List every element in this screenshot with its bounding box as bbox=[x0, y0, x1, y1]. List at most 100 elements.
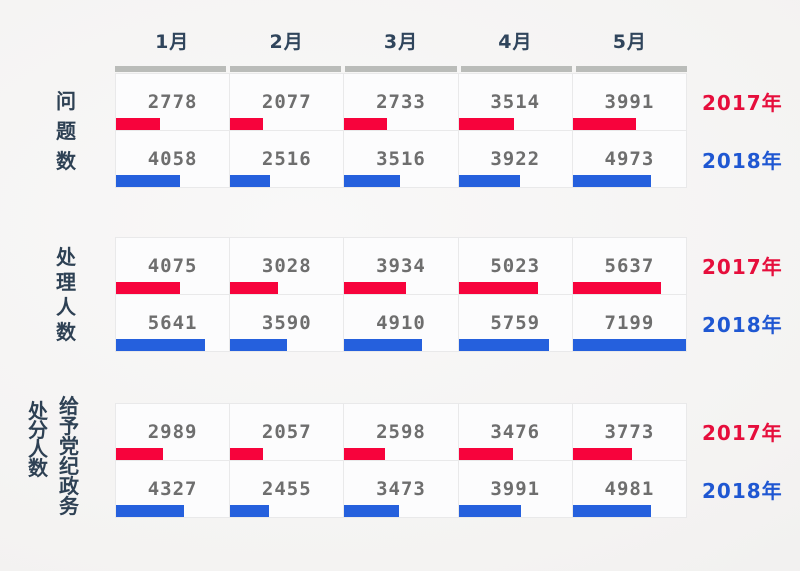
stat-value: 3473 bbox=[376, 478, 426, 500]
stat-value: 5023 bbox=[490, 255, 541, 277]
stat-value: 4973 bbox=[604, 148, 655, 170]
group-sublabel-char: 务 bbox=[59, 494, 79, 518]
stat-cell: 3514 bbox=[458, 74, 572, 130]
stat-cell: 3476 bbox=[458, 404, 572, 460]
table-top-rule bbox=[115, 66, 688, 72]
group-label-char: 人 bbox=[56, 294, 76, 319]
stat-cell: 3516 bbox=[344, 131, 458, 187]
rule-segment bbox=[460, 66, 572, 72]
bar-2017 bbox=[572, 118, 636, 130]
stat-value: 4910 bbox=[376, 312, 426, 334]
stat-cell: 3991 bbox=[458, 461, 572, 517]
stat-value: 2733 bbox=[376, 91, 426, 113]
stat-value: 4981 bbox=[604, 478, 655, 500]
bar-2018 bbox=[116, 339, 205, 351]
group-label-problem-count: 问题数 bbox=[50, 73, 82, 188]
stat-value: 4058 bbox=[147, 148, 198, 170]
bar-2018 bbox=[458, 175, 521, 187]
stat-cell: 2455 bbox=[230, 461, 344, 517]
group-sublabel-char: 政 bbox=[59, 474, 79, 498]
bar-2017 bbox=[230, 282, 278, 294]
stat-cell: 4973 bbox=[572, 131, 686, 187]
stat-value: 3516 bbox=[376, 148, 426, 170]
stat-cell: 3773 bbox=[572, 404, 686, 460]
month-label: 4月 bbox=[498, 31, 533, 53]
bar-2018 bbox=[344, 175, 400, 187]
stat-cell: 2989 bbox=[116, 404, 230, 460]
group-label-punished-people-count: 处分人数 bbox=[22, 401, 54, 480]
legend-2018: 2018年 bbox=[702, 479, 783, 503]
stat-value: 2598 bbox=[376, 421, 426, 443]
stat-cell: 4075 bbox=[116, 238, 230, 294]
stat-cell: 3922 bbox=[458, 131, 572, 187]
bar-2017 bbox=[230, 448, 263, 460]
group-handled-people-count: 处理人数 4075 3028 3934 5023 5637 5641 3590 4910 575… bbox=[56, 237, 782, 352]
stat-value: 3773 bbox=[604, 421, 655, 443]
rule-segment bbox=[575, 66, 688, 72]
bar-2017 bbox=[572, 448, 633, 460]
group-problem-count: 问题数 2778 2077 2733 3514 3991 4058 2516 3516 3922… bbox=[56, 73, 782, 188]
group-label-char: 数 bbox=[56, 148, 76, 173]
bar-2018 bbox=[116, 505, 185, 517]
stat-cell: 3934 bbox=[344, 238, 458, 294]
stat-value: 5637 bbox=[604, 255, 655, 277]
stat-cell: 4058 bbox=[116, 131, 230, 187]
stat-cell: 5759 bbox=[458, 295, 572, 351]
bar-2017 bbox=[344, 282, 407, 294]
bar-2018 bbox=[572, 339, 686, 351]
bar-2018 bbox=[230, 505, 269, 517]
stat-cell: 3991 bbox=[572, 74, 686, 130]
month-header-row: 1月 2月 3月 4月 5月 bbox=[115, 27, 687, 54]
legend-2018: 2018年 bbox=[702, 149, 783, 173]
group-label-char: 数 bbox=[28, 456, 48, 480]
bar-2017 bbox=[230, 118, 263, 130]
stat-value: 5759 bbox=[490, 312, 541, 334]
rule-segment bbox=[230, 66, 342, 72]
month-label: 1月 bbox=[155, 31, 190, 53]
stat-cell: 7199 bbox=[572, 295, 686, 351]
legend-2017: 2017年 bbox=[702, 91, 783, 115]
stat-value: 4327 bbox=[147, 478, 198, 500]
data-grid-handled-people-count: 4075 3028 3934 5023 5637 5641 3590 4910 5759 7199 bbox=[115, 237, 687, 352]
bar-2017 bbox=[344, 448, 386, 460]
stat-value: 2778 bbox=[147, 91, 198, 113]
group-sublabel-party-discipline: 给予党纪政务 bbox=[53, 396, 85, 516]
group-sublabel-char: 给 bbox=[59, 394, 79, 418]
bar-2018 bbox=[230, 175, 270, 187]
stat-cell: 5641 bbox=[116, 295, 230, 351]
data-grid-problem-count: 2778 2077 2733 3514 3991 4058 2516 3516 3922 4973 bbox=[115, 73, 687, 188]
stat-cell: 2077 bbox=[230, 74, 344, 130]
bar-2018 bbox=[344, 339, 422, 351]
bar-2018 bbox=[344, 505, 399, 517]
rule-segment bbox=[345, 66, 457, 72]
stat-value: 2077 bbox=[261, 91, 312, 113]
bar-2018 bbox=[458, 339, 550, 351]
group-label-char: 题 bbox=[56, 118, 76, 143]
bar-2018 bbox=[572, 175, 651, 187]
group-label-char: 分 bbox=[28, 418, 48, 442]
group-label-char: 数 bbox=[56, 319, 76, 344]
group-punished-people-count: 处分人数 给予党纪政务 2989 2057 2598 3476 3773 4327 2455… bbox=[28, 396, 782, 518]
stat-cell: 2598 bbox=[344, 404, 458, 460]
month-label: 5月 bbox=[612, 31, 647, 53]
stat-value: 3934 bbox=[376, 255, 426, 277]
group-sublabel-char: 予 bbox=[59, 414, 79, 438]
bar-2017 bbox=[116, 448, 163, 460]
stat-cell: 2778 bbox=[116, 74, 230, 130]
stat-value: 3590 bbox=[261, 312, 312, 334]
group-label-char: 人 bbox=[28, 437, 48, 461]
bar-2017 bbox=[116, 282, 181, 294]
stat-value: 3028 bbox=[261, 255, 312, 277]
stat-value: 3991 bbox=[490, 478, 541, 500]
stat-value: 2057 bbox=[261, 421, 312, 443]
stat-value: 2455 bbox=[261, 478, 312, 500]
bar-2018 bbox=[116, 175, 180, 187]
legend-2017: 2017年 bbox=[702, 421, 783, 445]
month-label: 2月 bbox=[269, 31, 304, 53]
group-label-char: 处 bbox=[56, 244, 76, 269]
group-label-handled-people-count: 处理人数 bbox=[50, 237, 82, 352]
stat-value: 2989 bbox=[147, 421, 198, 443]
stat-value: 3514 bbox=[490, 91, 541, 113]
bar-2017 bbox=[458, 282, 538, 294]
